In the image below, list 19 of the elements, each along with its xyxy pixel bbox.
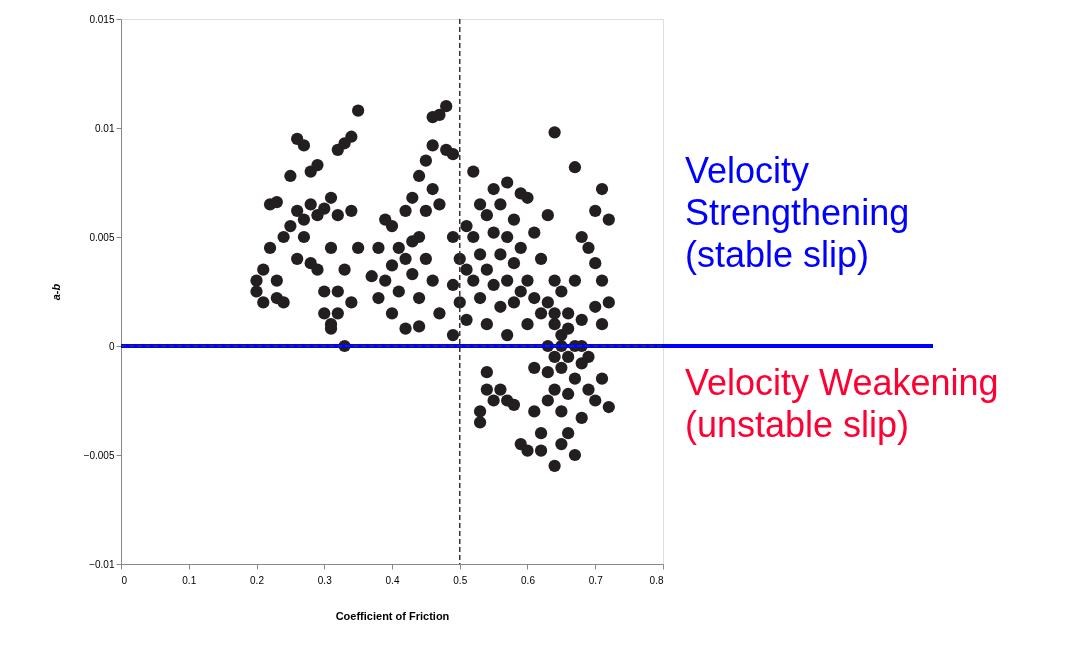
y-tick-label: 0 (108, 340, 115, 352)
y-tick-label: 0.015 (89, 13, 115, 25)
y-tick-label: −0.005 (83, 449, 115, 461)
x-tick-label: 0.4 (385, 574, 400, 586)
y-tick-label: −0.01 (89, 558, 115, 570)
x-tick-label: 0.8 (649, 574, 664, 586)
text: Velocity Weakening (unstable slip) (685, 362, 999, 446)
x-tick-label: 0.3 (317, 574, 333, 586)
y-axis-title: a-b (49, 283, 62, 301)
x-tick-label: 0.6 (521, 574, 536, 586)
text: Velocity Strengthening (stable slip) (685, 149, 910, 275)
x-axis-title: Coefficient of Friction (335, 609, 450, 622)
x-tick-label: 0.5 (453, 574, 468, 586)
x-tick-label: 0.7 (588, 574, 604, 586)
y-tick-label: 0.005 (89, 231, 115, 243)
x-tick-label: 0 (121, 574, 128, 586)
x-tick-label: 0.2 (250, 574, 265, 586)
x-tick-label: 0.1 (182, 574, 197, 586)
y-tick-label: 0.01 (95, 122, 115, 134)
